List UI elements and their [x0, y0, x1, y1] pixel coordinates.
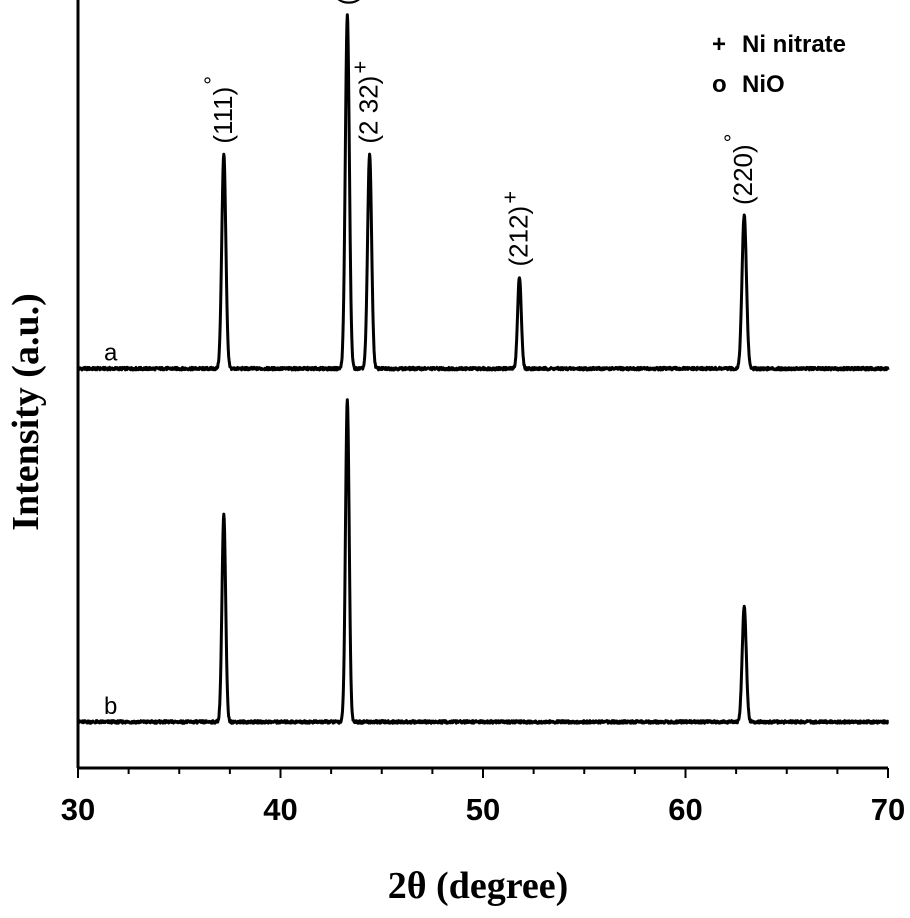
peak-annotation: (2 32) +: [348, 61, 384, 144]
nitrate-marker: +: [348, 61, 373, 74]
peak-annotation: (200)°: [331, 0, 361, 5]
x-tick-label: 40: [263, 792, 297, 827]
y-axis-title: Intensity (a.u.): [5, 293, 47, 531]
legend-entry-nitrate-label: Ni nitrate: [742, 31, 846, 58]
series-label-b: b: [104, 693, 117, 720]
traces: ab: [76, 13, 890, 725]
peak-annotation: (220)°: [720, 134, 758, 206]
peak-label: (220): [728, 144, 758, 205]
legend-entry-nio-symbol: o: [712, 71, 727, 98]
peak-annotation: (111) °: [200, 76, 238, 144]
x-tick-label: 60: [668, 792, 702, 827]
x-ticks: 30 40 50 60 70: [61, 768, 905, 827]
trace-a: [76, 13, 890, 372]
trace-b: [76, 398, 890, 725]
x-tick-label: 70: [871, 792, 905, 827]
series-label-a: a: [104, 340, 118, 367]
legend-entry-nio-label: NiO: [742, 71, 785, 98]
peak-annotations: (111)°(200)°(2 32)+(212)+(220)°: [200, 0, 758, 266]
legend-entry-nitrate-symbol: +: [712, 31, 726, 58]
nio-marker: °: [200, 76, 225, 85]
x-tick-label: 30: [61, 792, 95, 827]
peak-label: (111): [208, 87, 238, 144]
peak-label: (2 32): [354, 76, 384, 144]
x-tick-label: 50: [466, 792, 500, 827]
legend: + Ni nitrate o NiO: [712, 31, 846, 98]
peak-label: (200): [331, 0, 361, 5]
peak-annotation: (212) +: [497, 191, 533, 267]
x-axis-title: 2θ (degree): [388, 865, 569, 907]
nio-marker: °: [720, 134, 745, 143]
peak-label: (212): [503, 206, 533, 267]
axes: [76, 0, 888, 770]
nitrate-marker: +: [497, 191, 522, 204]
